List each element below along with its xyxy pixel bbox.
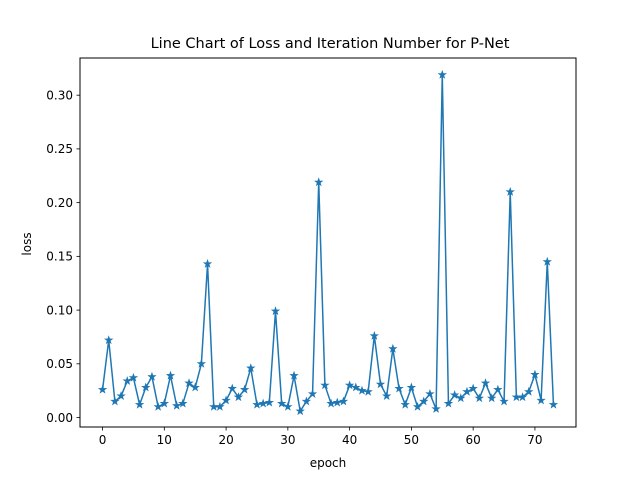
y-tick-label: 0.30 [46, 88, 73, 102]
x-tick-label: 70 [527, 433, 542, 447]
data-point-marker [406, 382, 417, 392]
data-point-marker [530, 369, 540, 379]
data-point-marker [351, 382, 361, 392]
x-tick-label: 60 [466, 433, 481, 447]
y-tick-label: 0.00 [46, 411, 73, 425]
data-point-marker [264, 397, 274, 407]
data-point-marker [171, 400, 182, 410]
data-point-marker [116, 391, 126, 401]
data-point-marker [462, 386, 472, 396]
x-tick-label: 50 [404, 433, 419, 447]
x-tick-label: 0 [99, 433, 107, 447]
data-point-marker [215, 401, 225, 411]
data-point-marker [270, 306, 281, 316]
data-point-marker [239, 384, 250, 394]
data-point-marker [474, 393, 485, 403]
data-point-marker [301, 396, 312, 406]
data-point-marker [134, 399, 145, 409]
data-point-marker [493, 384, 503, 394]
data-point-marker [289, 370, 299, 380]
data-point-marker [326, 398, 336, 408]
data-point-marker [233, 392, 244, 402]
data-point-marker [363, 386, 373, 396]
data-point-marker [283, 401, 293, 411]
data-point-marker [344, 380, 355, 390]
data-point-marker [388, 343, 398, 353]
data-point-marker [431, 404, 441, 413]
data-point-marker [258, 398, 268, 408]
data-point-marker [122, 376, 132, 385]
data-point-marker [456, 393, 466, 403]
data-point-marker [369, 330, 379, 340]
data-point-marker [517, 392, 528, 402]
x-axis-title: epoch [310, 456, 347, 470]
y-tick-label: 0.25 [46, 142, 73, 156]
x-tick-label: 30 [280, 433, 295, 447]
data-point-marker [190, 382, 200, 392]
plot-area [97, 69, 559, 416]
data-point-marker [147, 371, 157, 381]
data-point-marker [394, 383, 404, 393]
y-tick-label: 0.20 [46, 196, 73, 210]
data-point-marker [307, 388, 318, 398]
data-point-marker [202, 258, 213, 268]
data-point-marker [320, 380, 330, 390]
data-point-marker [524, 386, 534, 396]
data-point-marker [375, 379, 386, 389]
data-point-marker [97, 384, 108, 394]
y-tick-label: 0.05 [46, 357, 73, 371]
data-point-marker [505, 186, 515, 196]
x-tick-label: 40 [342, 433, 357, 447]
data-point-marker [499, 396, 509, 406]
data-point-marker [252, 399, 262, 409]
data-point-marker [295, 406, 305, 416]
data-point-marker [221, 395, 231, 405]
data-point-marker [382, 391, 392, 401]
data-point-marker [548, 399, 559, 409]
data-point-marker [332, 397, 342, 407]
data-point-marker [128, 372, 139, 382]
data-point-marker [487, 393, 497, 403]
data-point-marker [153, 401, 163, 411]
data-point-marker [480, 378, 491, 388]
data-point-marker [338, 396, 349, 406]
data-point-marker [412, 401, 423, 411]
chart-title: Line Chart of Loss and Iteration Number … [151, 36, 510, 52]
data-point-marker [227, 383, 237, 393]
y-tick-label: 0.10 [46, 303, 73, 317]
x-axis: 0 10 20 30 40 50 60 70 [99, 427, 543, 447]
x-tick-label: 20 [218, 433, 233, 447]
y-axis-title: loss [20, 232, 34, 255]
data-point-marker [314, 177, 324, 187]
data-point-marker [443, 398, 454, 408]
data-point-marker [277, 398, 287, 408]
data-point-marker [542, 256, 552, 266]
data-point-marker [536, 395, 546, 405]
data-point-marker [184, 378, 194, 388]
data-point-marker [400, 399, 410, 409]
plot-frame [79, 57, 577, 428]
data-point-marker [178, 398, 188, 408]
data-point-marker [425, 388, 435, 398]
data-point-marker [141, 382, 151, 392]
data-point-marker [437, 69, 447, 79]
data-point-marker [159, 398, 169, 408]
data-point-marker [246, 363, 256, 373]
y-axis: 0.00 0.05 0.10 0.15 0.20 0.25 0.30 [46, 88, 80, 425]
data-point-marker [468, 383, 478, 393]
data-point-marker [104, 335, 114, 345]
data-point-marker [357, 385, 367, 395]
data-point-marker [419, 396, 429, 406]
data-point-marker [165, 370, 176, 380]
data-point-marker [196, 358, 207, 368]
data-point-marker [110, 396, 120, 406]
data-point-marker [449, 390, 460, 399]
x-tick-label: 10 [157, 433, 172, 447]
y-tick-label: 0.15 [46, 250, 73, 264]
